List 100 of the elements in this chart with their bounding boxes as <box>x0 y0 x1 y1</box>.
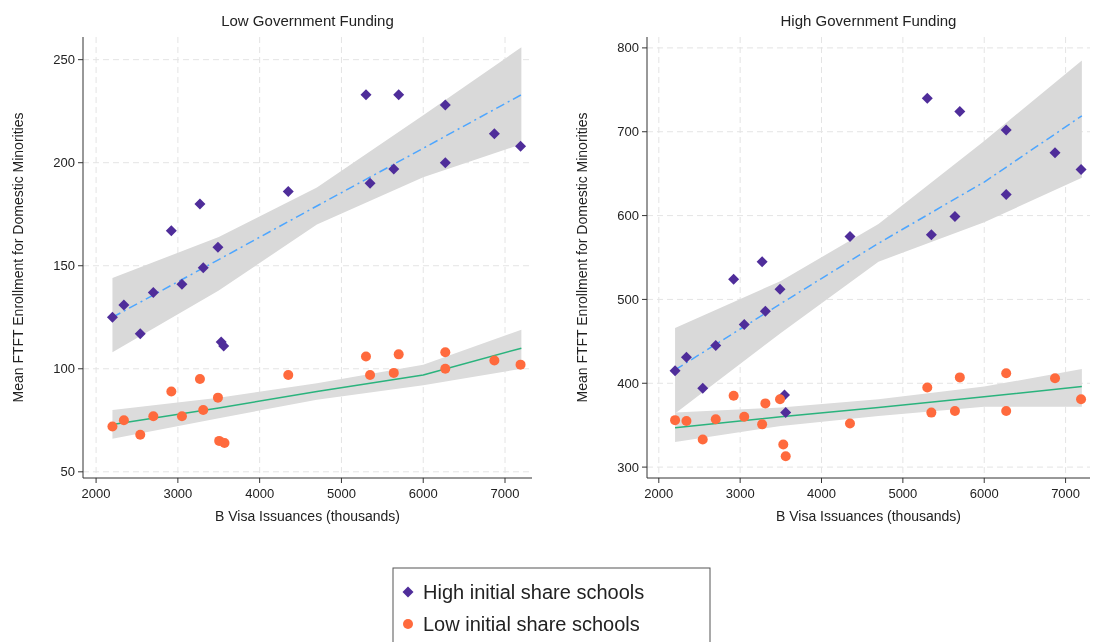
y-tick-label: 50 <box>60 464 75 480</box>
y-tick-label: 800 <box>617 40 639 56</box>
point <box>778 439 789 450</box>
point <box>680 351 692 363</box>
point <box>757 419 768 430</box>
point <box>135 429 146 440</box>
point <box>759 305 771 317</box>
x-tick-label: 5000 <box>326 486 356 501</box>
point <box>365 369 376 380</box>
chart-title: High Government Funding <box>780 12 957 29</box>
y-axis-title: Mean FTFT Enrollment for Domestic Minorities <box>574 112 590 403</box>
x-tick-label: 6000 <box>408 486 438 501</box>
point <box>728 390 739 401</box>
legend-label: Low initial share schools <box>423 613 640 635</box>
point <box>198 405 209 415</box>
point <box>283 369 294 380</box>
point <box>219 437 230 448</box>
y-tick-label: 600 <box>617 208 639 224</box>
point <box>921 92 933 104</box>
point <box>954 106 966 118</box>
point <box>756 256 768 268</box>
point <box>681 415 692 426</box>
x-tick-label: 4000 <box>807 486 836 501</box>
point <box>697 382 709 394</box>
point <box>774 283 786 295</box>
point <box>388 367 399 378</box>
point <box>194 374 205 385</box>
x-tick-label: 7000 <box>1051 486 1081 501</box>
point <box>440 363 451 374</box>
legend-label: High initial share schools <box>423 581 645 603</box>
point <box>1001 368 1012 379</box>
point <box>775 394 786 405</box>
point <box>844 231 856 243</box>
point <box>360 89 372 101</box>
point <box>166 386 177 397</box>
point <box>388 163 400 175</box>
point <box>760 398 771 409</box>
point <box>515 359 526 370</box>
point <box>515 140 527 152</box>
point <box>728 273 740 285</box>
point <box>710 414 721 425</box>
x-axis-title: B Visa Issuances (thousands) <box>776 508 961 524</box>
point <box>954 372 965 383</box>
point <box>440 347 451 358</box>
point <box>364 177 376 189</box>
y-tick-label: 400 <box>617 375 639 391</box>
point <box>1000 124 1012 136</box>
point <box>212 392 223 403</box>
chart-title: Low Government Funding <box>221 12 394 29</box>
point <box>922 382 933 393</box>
x-axis-title: B Visa Issuances (thousands) <box>215 508 400 524</box>
point <box>1076 394 1087 405</box>
point <box>670 415 681 426</box>
x-tick-label: 6000 <box>969 486 999 501</box>
point <box>1000 189 1012 201</box>
point <box>393 89 405 101</box>
point <box>148 411 159 422</box>
y-axis-title: Mean FTFT Enrollment for Domestic Minorities <box>10 112 26 403</box>
point <box>489 355 500 366</box>
point <box>697 434 708 445</box>
point <box>165 225 177 237</box>
point <box>1075 163 1087 175</box>
point <box>710 340 722 352</box>
point <box>360 351 371 362</box>
point <box>439 99 451 111</box>
point <box>439 157 451 169</box>
point <box>107 421 118 432</box>
point <box>118 299 130 311</box>
x-tick-label: 2000 <box>81 486 111 501</box>
x-tick-label: 3000 <box>725 486 755 501</box>
point <box>197 262 209 274</box>
y-tick-label: 700 <box>617 124 639 140</box>
point <box>212 241 224 253</box>
point <box>134 328 146 340</box>
point <box>949 210 961 222</box>
point <box>739 411 750 422</box>
point <box>844 418 855 429</box>
y-tick-label: 500 <box>617 291 639 307</box>
point <box>669 365 681 377</box>
point <box>925 229 937 241</box>
point <box>106 311 118 323</box>
y-tick-label: 300 <box>617 459 639 475</box>
point <box>282 186 294 198</box>
x-tick-label: 4000 <box>245 486 275 501</box>
point <box>780 407 792 419</box>
point <box>780 451 791 462</box>
x-tick-label: 2000 <box>644 486 674 501</box>
y-tick-label: 100 <box>53 361 75 377</box>
point <box>194 198 206 210</box>
point <box>926 407 937 418</box>
x-tick-label: 3000 <box>163 486 193 501</box>
y-tick-label: 200 <box>53 155 75 171</box>
point <box>176 411 187 422</box>
point <box>1049 147 1061 159</box>
point <box>1050 373 1061 384</box>
x-tick-label: 5000 <box>888 486 918 501</box>
point <box>1001 405 1012 416</box>
y-tick-label: 250 <box>53 52 75 68</box>
x-tick-label: 7000 <box>490 486 520 501</box>
point <box>118 415 129 426</box>
